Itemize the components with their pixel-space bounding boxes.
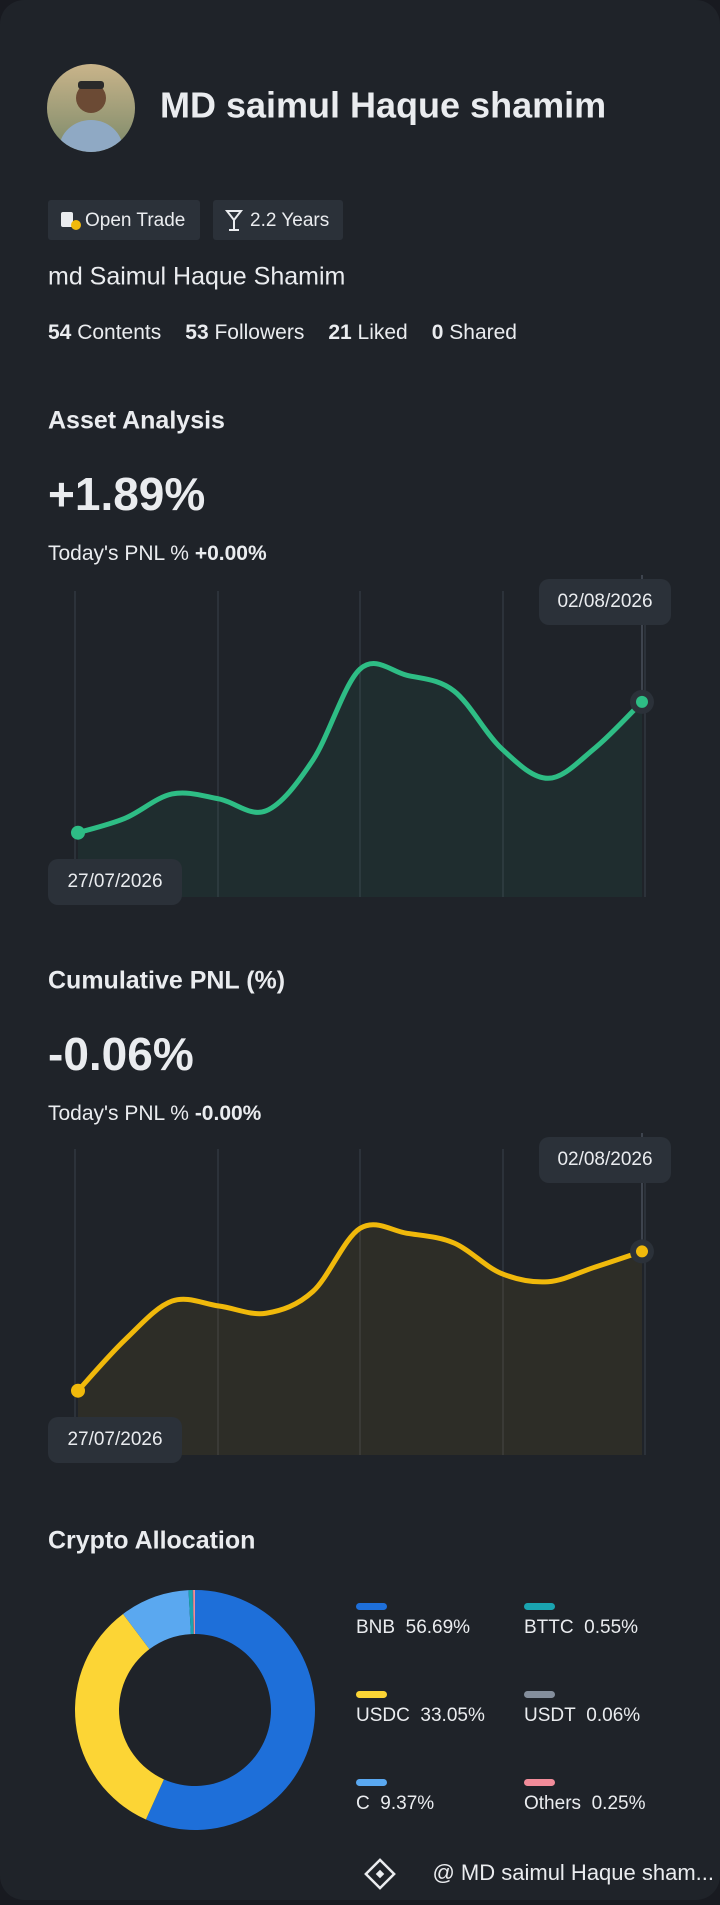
section-title: Asset Analysis [48, 407, 225, 435]
date-badge [539, 579, 671, 625]
legend-value: 0.55% [584, 1617, 638, 1638]
end-date: 02/08/2026 [557, 1149, 652, 1170]
line [75, 1222, 645, 1394]
stat-count: 53 [185, 321, 208, 344]
donut-slice [145, 1590, 316, 1830]
legend-value: 9.37% [380, 1793, 434, 1814]
tag-label: Open Trade [85, 210, 185, 231]
legend-name: C [356, 1793, 370, 1814]
profile-handle: md Saimul Haque Shamim [48, 263, 345, 291]
big-value: +1.89% [48, 468, 205, 520]
date-badge [539, 1137, 671, 1183]
legend-swatch [356, 1779, 387, 1786]
legend-entry: BTTC 0.55% [524, 1617, 638, 1638]
big-value: -0.06% [48, 1028, 194, 1080]
start-point [71, 825, 85, 840]
pnl-value: -0.00% [195, 1102, 262, 1125]
end-date: 02/08/2026 [557, 591, 652, 612]
stat: 21 Liked [328, 321, 407, 344]
stat-label: Liked [358, 321, 408, 344]
legend-entry: BNB 56.69% [356, 1617, 470, 1638]
stat-count: 0 [432, 321, 444, 344]
pnl: Today's PNL % -0.00% [48, 1102, 262, 1125]
date-badge [48, 1417, 182, 1463]
legend-entry: C 9.37% [356, 1793, 434, 1814]
donut-slice [193, 1590, 195, 1635]
tag [213, 200, 343, 240]
start-point [71, 1383, 85, 1398]
line-chart: 02/08/2026 27/07/2026 [48, 1133, 671, 1463]
stats: 54 Contents 53 Followers 21 Liked 0 Shared [48, 321, 517, 344]
legend-value: 33.05% [420, 1705, 485, 1726]
legend-name: USDC [356, 1705, 410, 1726]
tag-icon [61, 212, 73, 227]
stat: 0 Shared [432, 321, 517, 344]
profile-name: MD saimul Haque shamim [160, 85, 606, 126]
area [78, 663, 642, 897]
end-point [636, 1245, 648, 1258]
stat-label: Contents [77, 321, 161, 344]
donut-slice [75, 1613, 164, 1820]
stat: 54 Contents [48, 321, 161, 344]
tag-icon [224, 210, 244, 231]
line [75, 661, 645, 836]
legend-name: USDT [524, 1705, 576, 1726]
pnl-value: +0.00% [195, 542, 267, 565]
date-badge [48, 859, 182, 905]
start-date: 27/07/2026 [67, 871, 162, 892]
legend-swatch [356, 1691, 387, 1698]
section-title: Cumulative PNL (%) [48, 967, 285, 995]
tag-label: 2.2 Years [250, 210, 329, 231]
footer-text: @ MD saimul Haque sham... [432, 1860, 714, 1885]
area [78, 1224, 642, 1455]
stat-count: 54 [48, 321, 72, 344]
stat: 53 Followers [185, 321, 304, 344]
donut-chart: BNB 56.69% USDC 33.05% C 9.37% BTTC 0.55% US… [75, 1590, 646, 1830]
tag [48, 200, 200, 240]
stat-count: 21 [328, 321, 352, 344]
legend-swatch [524, 1691, 555, 1698]
pnl-label: Today's PNL % [48, 1102, 189, 1125]
legend-value: 56.69% [406, 1617, 471, 1638]
legend-entry: USDT 0.06% [524, 1705, 640, 1726]
pnl-label: Today's PNL % [48, 542, 189, 565]
legend-value: 0.06% [586, 1705, 640, 1726]
legend-swatch [356, 1603, 387, 1610]
stat-label: Shared [449, 321, 517, 344]
end-point [636, 695, 648, 708]
tag-icon [71, 220, 81, 230]
legend-name: BTTC [524, 1617, 574, 1638]
legend-name: Others [524, 1793, 581, 1814]
legend-swatch [524, 1779, 555, 1786]
pnl: Today's PNL % +0.00% [48, 542, 267, 565]
donut-slice [192, 1590, 194, 1635]
legend-swatch [524, 1603, 555, 1610]
legend-name: BNB [356, 1617, 395, 1638]
avatar[interactable] [47, 64, 135, 180]
stat-label: Followers [214, 321, 304, 344]
section-title: Crypto Allocation [48, 1527, 255, 1555]
legend-entry: Others 0.25% [524, 1793, 646, 1814]
legend-entry: USDC 33.05% [356, 1705, 485, 1726]
donut-slice [188, 1590, 194, 1635]
line-chart: 02/08/2026 27/07/2026 [48, 575, 671, 905]
legend-value: 0.25% [592, 1793, 646, 1814]
start-date: 27/07/2026 [67, 1429, 162, 1450]
donut-slice [123, 1590, 191, 1650]
